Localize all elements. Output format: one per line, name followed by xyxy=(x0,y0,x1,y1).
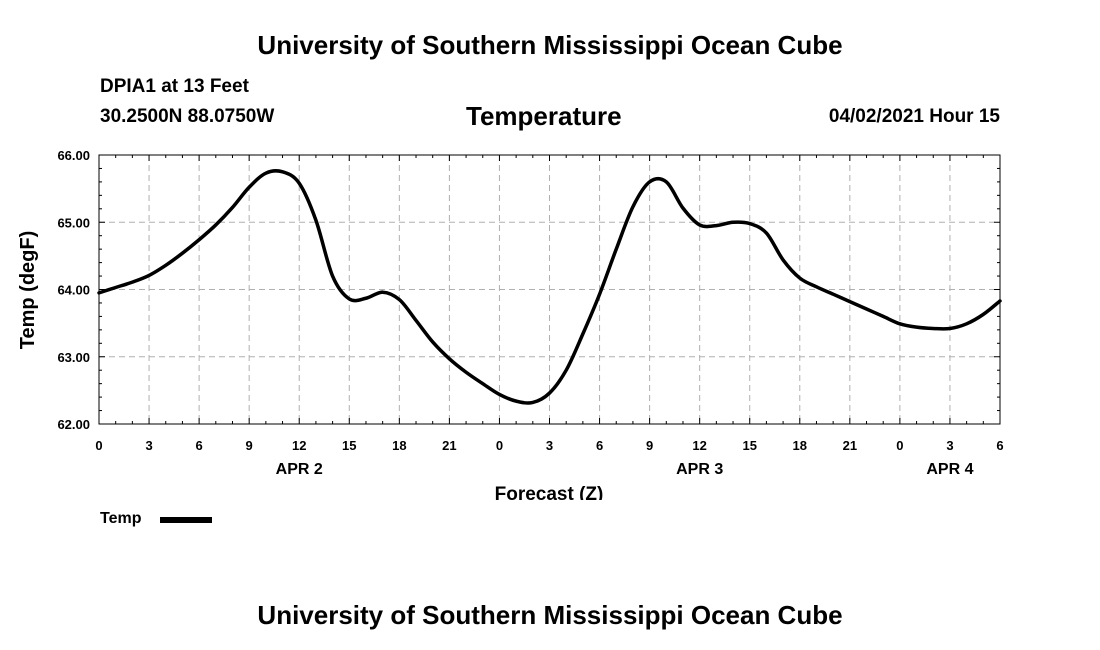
x-tick-label: 21 xyxy=(843,438,857,453)
x-tick-label: 0 xyxy=(496,438,503,453)
x-tick-label: 3 xyxy=(546,438,553,453)
page-title: University of Southern Mississippi Ocean… xyxy=(257,30,843,60)
station-label: DPIA1 at 13 Feet xyxy=(100,76,249,97)
x-tick-label: 12 xyxy=(692,438,706,453)
x-tick-label: 15 xyxy=(342,438,356,453)
datetime-label: 04/02/2021 Hour 15 xyxy=(828,106,1000,127)
x-tick-label: 3 xyxy=(145,438,152,453)
legend-swatch xyxy=(160,517,212,523)
y-tick-label: 62.00 xyxy=(57,417,90,432)
y-axis-label: Temp (degF) xyxy=(17,231,39,350)
legend-label: Temp xyxy=(100,510,142,527)
chart-title: Temperature xyxy=(466,101,622,131)
x-tick-label: 6 xyxy=(596,438,603,453)
temp-series-line xyxy=(97,169,1002,405)
x-tick-label: 6 xyxy=(195,438,202,453)
y-tick-label: 65.00 xyxy=(57,215,90,230)
x-tick-label: 0 xyxy=(95,438,102,453)
grid-layer xyxy=(99,155,1000,424)
x-tick-label: 3 xyxy=(946,438,953,453)
x-axis-label: Forecast (Z) xyxy=(495,484,604,500)
coordinates-label: 30.2500N 88.0750W xyxy=(100,106,275,127)
x-tick-label: 9 xyxy=(246,438,253,453)
x-tick-label: 21 xyxy=(442,438,456,453)
date-label: APR 4 xyxy=(926,461,973,478)
y-tick-label: 63.00 xyxy=(57,350,90,365)
date-label: APR 3 xyxy=(676,461,723,478)
temperature-chart: 62.00 63.00 64.00 65.00 66.00 0 3 6 9 12 15 18 21 0 3 6… xyxy=(17,148,1004,500)
date-label: APR 2 xyxy=(276,461,323,478)
y-tick-label: 66.00 xyxy=(57,148,90,163)
footer-title: University of Southern Mississippi Ocean… xyxy=(257,600,843,630)
x-tick-label: 6 xyxy=(996,438,1003,453)
tick-layer xyxy=(98,154,1001,425)
x-tick-label: 18 xyxy=(793,438,807,453)
x-tick-label: 0 xyxy=(896,438,903,453)
x-tick-label: 15 xyxy=(742,438,756,453)
x-tick-label: 18 xyxy=(392,438,406,453)
y-tick-label: 64.00 xyxy=(57,283,90,298)
x-tick-label: 9 xyxy=(646,438,653,453)
x-tick-label: 12 xyxy=(292,438,306,453)
label-layer: 62.00 63.00 64.00 65.00 66.00 0 3 6 9 12 15 18 21 0 3 6… xyxy=(57,148,1003,478)
